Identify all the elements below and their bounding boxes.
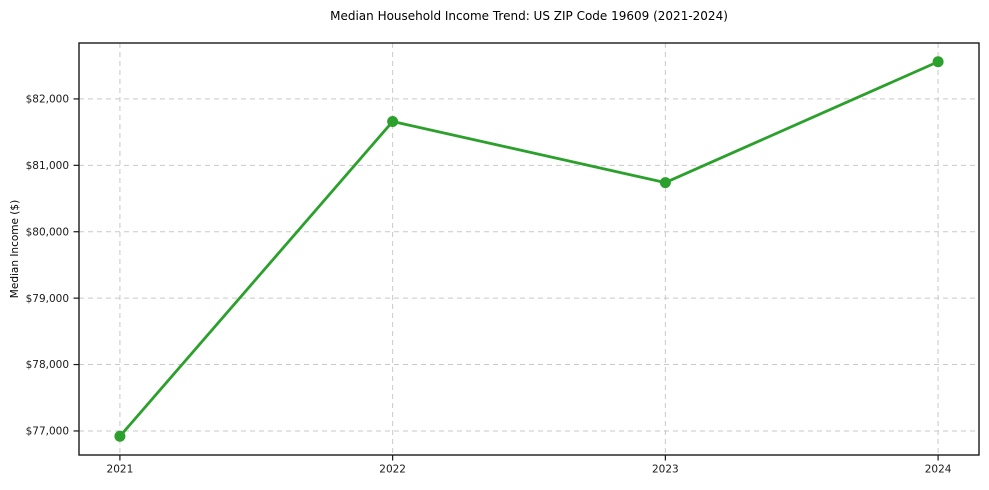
x-tick-label: 2024 [925, 464, 952, 476]
data-line [118, 60, 940, 438]
y-tick-label: $79,000 [26, 293, 69, 305]
data-point [387, 115, 399, 127]
data-point [659, 177, 671, 189]
y-tick-label: $82,000 [26, 94, 69, 106]
x-tick-label: 2021 [107, 464, 134, 476]
y-tick-label: $80,000 [26, 226, 69, 238]
data-point [932, 56, 944, 68]
plot-border [78, 42, 980, 456]
x-tick-label: 2022 [379, 464, 406, 476]
x-tick-label: 2023 [652, 464, 679, 476]
y-tick-label: $78,000 [26, 359, 69, 371]
chart-title: Median Household Income Trend: US ZIP Co… [330, 9, 728, 23]
y-tick-label: $81,000 [26, 160, 69, 172]
data-point [114, 430, 126, 442]
y-tick-label: $77,000 [26, 426, 69, 438]
